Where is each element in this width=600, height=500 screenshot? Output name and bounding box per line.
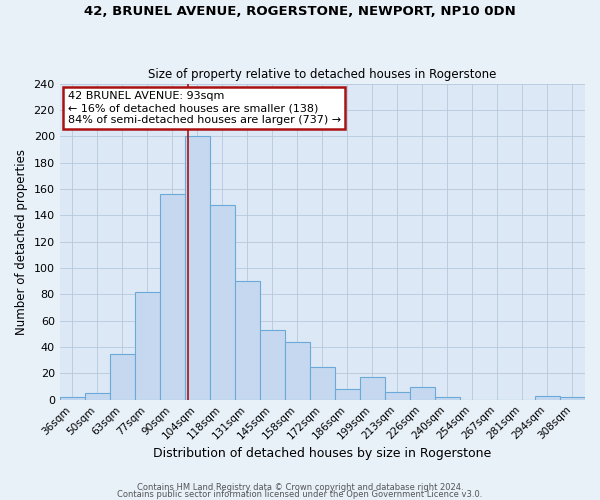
Bar (59, 397, 85, 400)
Bar (110, 354, 135, 400)
Text: 42 BRUNEL AVENUE: 93sqm
← 16% of detached houses are smaller (138)
84% of semi-d: 42 BRUNEL AVENUE: 93sqm ← 16% of detache… (68, 92, 341, 124)
Bar (260, 330, 285, 400)
Bar (385, 392, 410, 400)
Bar (410, 386, 435, 400)
Bar (235, 281, 260, 400)
Bar (360, 378, 385, 400)
Bar (185, 136, 210, 400)
Bar (335, 389, 360, 400)
Y-axis label: Number of detached properties: Number of detached properties (15, 148, 28, 334)
Bar (310, 367, 335, 400)
Bar (210, 205, 235, 400)
Bar (535, 396, 560, 400)
Bar (435, 397, 460, 400)
Bar (85, 393, 110, 400)
Text: Contains HM Land Registry data © Crown copyright and database right 2024.: Contains HM Land Registry data © Crown c… (137, 484, 463, 492)
Bar (160, 194, 185, 400)
Text: 42, BRUNEL AVENUE, ROGERSTONE, NEWPORT, NP10 0DN: 42, BRUNEL AVENUE, ROGERSTONE, NEWPORT, … (84, 5, 516, 18)
Bar (560, 397, 585, 400)
Text: Contains public sector information licensed under the Open Government Licence v3: Contains public sector information licen… (118, 490, 482, 499)
Title: Size of property relative to detached houses in Rogerstone: Size of property relative to detached ho… (148, 68, 497, 81)
Bar (135, 292, 160, 400)
Bar (285, 342, 310, 400)
X-axis label: Distribution of detached houses by size in Rogerstone: Distribution of detached houses by size … (153, 447, 491, 460)
